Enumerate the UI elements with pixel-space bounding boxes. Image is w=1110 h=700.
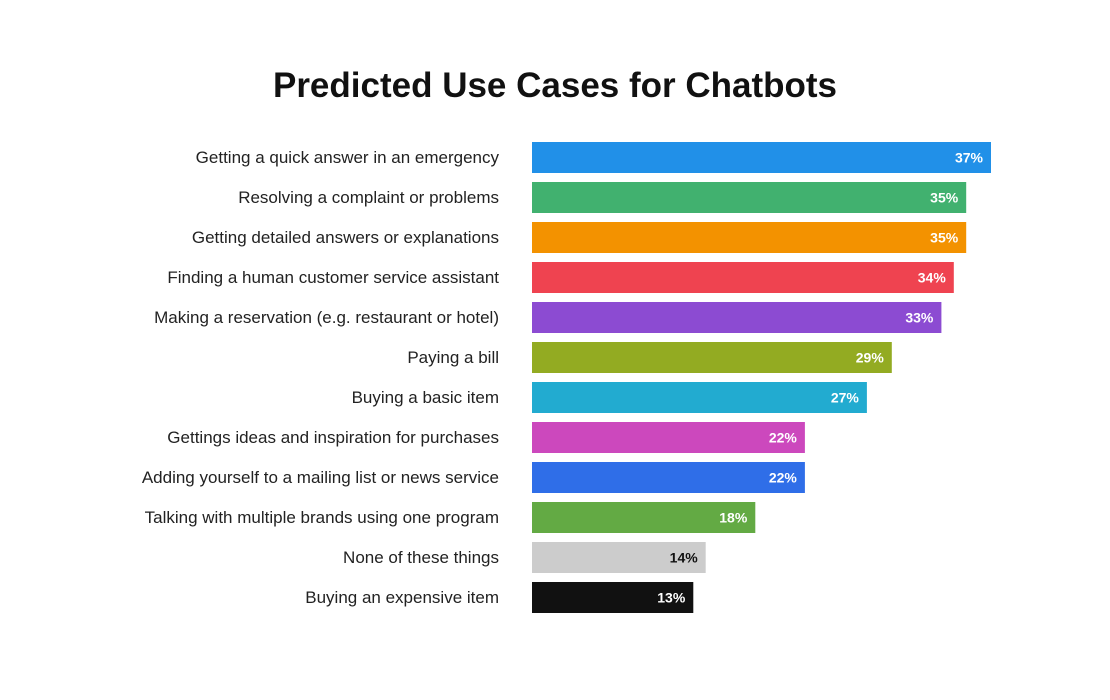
category-label: Gettings ideas and inspiration for purch… <box>167 428 499 447</box>
value-label: 35% <box>930 230 959 246</box>
bar <box>532 182 967 213</box>
value-label: 14% <box>670 550 699 566</box>
value-label: 35% <box>930 190 959 206</box>
value-label: 22% <box>769 470 798 486</box>
bar <box>532 262 954 293</box>
bar <box>532 302 942 333</box>
bar <box>532 222 967 253</box>
category-label: Making a reservation (e.g. restaurant or… <box>154 308 499 327</box>
bar <box>532 342 892 373</box>
value-label: 22% <box>769 430 798 446</box>
category-label: None of these things <box>343 548 499 567</box>
category-label: Buying a basic item <box>352 388 499 407</box>
category-label: Buying an expensive item <box>305 588 499 607</box>
bar <box>532 422 805 453</box>
category-label: Getting a quick answer in an emergency <box>196 148 500 167</box>
value-label: 34% <box>918 270 947 286</box>
category-label: Resolving a complaint or problems <box>238 188 499 207</box>
value-label: 18% <box>719 510 748 526</box>
value-label: 13% <box>657 590 686 606</box>
bar <box>532 382 867 413</box>
value-label: 37% <box>955 150 984 166</box>
value-label: 29% <box>856 350 885 366</box>
category-label: Adding yourself to a mailing list or new… <box>142 468 499 487</box>
bar <box>532 462 805 493</box>
bar <box>532 142 991 173</box>
category-label: Getting detailed answers or explanations <box>192 228 499 247</box>
bar <box>532 542 706 573</box>
category-label: Paying a bill <box>407 348 499 367</box>
category-label: Finding a human customer service assista… <box>167 268 499 287</box>
value-label: 33% <box>905 310 934 326</box>
chart-title: Predicted Use Cases for Chatbots <box>272 66 838 105</box>
value-label: 27% <box>831 390 860 406</box>
bar <box>532 502 756 533</box>
bar <box>532 582 694 613</box>
category-label: Talking with multiple brands using one p… <box>145 508 499 527</box>
